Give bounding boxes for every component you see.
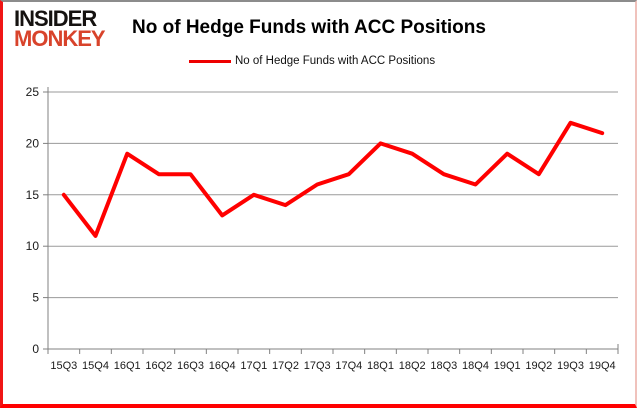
y-axis-tick-label: 10 xyxy=(26,239,40,253)
logo-text-insider: INSIDER xyxy=(14,5,97,32)
page-title: No of Hedge Funds with ACC Positions xyxy=(132,17,486,38)
x-axis-tick-label: 15Q4 xyxy=(82,360,109,372)
insider-monkey-logo: INSIDER MONKEY xyxy=(14,5,106,52)
logo-text-monkey: MONKEY xyxy=(14,26,106,52)
x-axis-tick-label: 18Q2 xyxy=(399,360,426,372)
legend-label: No of Hedge Funds with ACC Positions xyxy=(235,55,436,67)
x-axis-tick-label: 16Q3 xyxy=(177,360,204,372)
x-axis-tick-label: 18Q3 xyxy=(430,360,457,372)
x-axis-tick-label: 16Q2 xyxy=(145,360,172,372)
x-axis-tick-label: 16Q4 xyxy=(209,360,236,372)
x-axis-tick-label: 17Q4 xyxy=(335,360,362,372)
x-axis-tick-label: 15Q3 xyxy=(50,360,77,372)
x-axis-tick-label: 19Q1 xyxy=(494,360,521,372)
y-axis-tick-label: 20 xyxy=(26,136,40,150)
x-axis-tick-label: 16Q1 xyxy=(114,360,141,372)
series-line-hedge-funds xyxy=(61,120,605,238)
y-axis-tick-label: 0 xyxy=(32,342,39,356)
x-axis-tick-label: 19Q2 xyxy=(525,360,552,372)
line-chart: 0 5 10 15 20 25 15Q3 15Q4 16Q1 16Q2 16Q3 16Q4 17Q1 17… xyxy=(26,85,619,372)
x-axis-tick-label: 18Q4 xyxy=(462,360,489,372)
chart-legend: No of Hedge Funds with ACC Positions xyxy=(189,55,435,67)
x-axis-tick-label: 17Q1 xyxy=(240,360,267,372)
legend-line-swatch-icon xyxy=(189,59,231,63)
y-axis-tick-label: 25 xyxy=(26,85,40,99)
y-axis-tick-label: 15 xyxy=(26,188,40,202)
x-axis-tick-label: 17Q3 xyxy=(304,360,331,372)
y-axis-tick-label: 5 xyxy=(32,291,39,305)
x-axis-tick-label: 18Q1 xyxy=(367,360,394,372)
x-axis-tick-label: 19Q4 xyxy=(589,360,616,372)
x-axis-tick-label: 19Q3 xyxy=(557,360,584,372)
x-axis-tick-label: 17Q2 xyxy=(272,360,299,372)
